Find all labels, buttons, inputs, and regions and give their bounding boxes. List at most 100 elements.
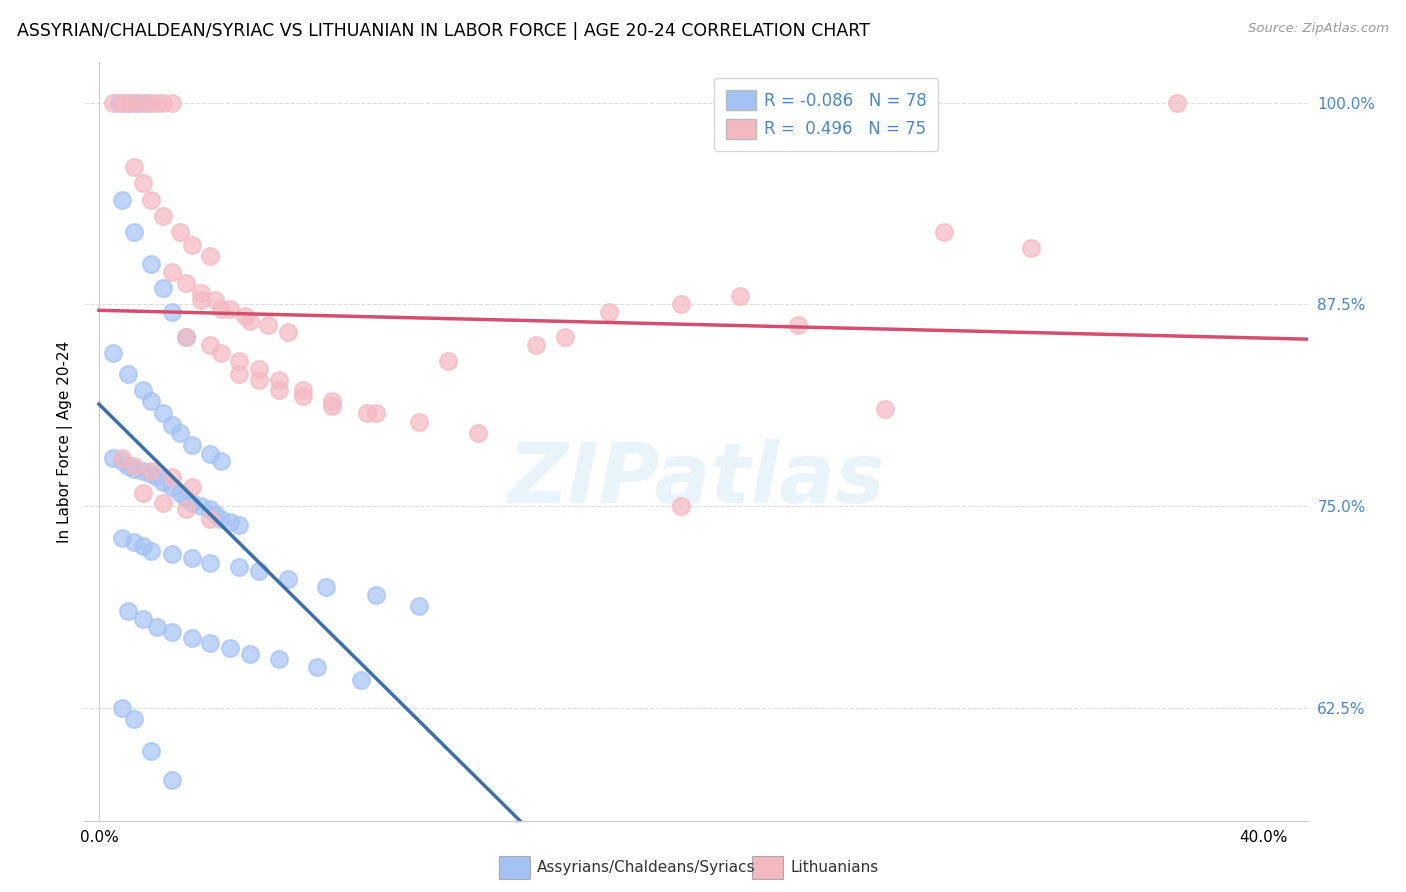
Point — [152, 475, 174, 489]
Point — [152, 405, 174, 419]
Point — [198, 636, 221, 650]
Text: ASSYRIAN/CHALDEAN/SYRIAC VS LITHUANIAN IN LABOR FORCE | AGE 20-24 CORRELATION CH: ASSYRIAN/CHALDEAN/SYRIAC VS LITHUANIAN I… — [17, 22, 870, 40]
Point — [247, 373, 270, 387]
Point — [135, 95, 157, 110]
Point — [111, 700, 134, 714]
Point — [277, 572, 299, 586]
Point — [181, 632, 204, 646]
Point — [111, 450, 134, 465]
Text: Assyrians/Chaldeans/Syriacs: Assyrians/Chaldeans/Syriacs — [537, 861, 755, 875]
Point — [131, 612, 153, 626]
Point — [174, 277, 197, 291]
Point — [198, 502, 221, 516]
Point — [181, 237, 204, 252]
Point — [364, 588, 387, 602]
Point — [219, 640, 242, 655]
Point — [671, 297, 693, 311]
Point — [146, 620, 169, 634]
Point — [122, 95, 145, 110]
Text: ZIPatlas: ZIPatlas — [508, 439, 884, 520]
Point — [209, 302, 232, 317]
Point — [103, 450, 125, 465]
Point — [932, 225, 955, 239]
Y-axis label: In Labor Force | Age 20-24: In Labor Force | Age 20-24 — [58, 341, 73, 542]
Point — [152, 95, 174, 110]
Point — [131, 464, 153, 478]
Point — [160, 548, 183, 562]
Point — [141, 257, 163, 271]
Point — [117, 367, 139, 381]
Point — [437, 354, 460, 368]
Point — [247, 362, 270, 376]
Point — [321, 394, 343, 409]
Point — [152, 281, 174, 295]
Point — [181, 480, 204, 494]
Point — [228, 367, 250, 381]
Point — [160, 265, 183, 279]
Point — [108, 95, 131, 110]
Point — [122, 534, 145, 549]
Point — [269, 652, 291, 666]
Point — [190, 293, 212, 307]
Point — [239, 648, 262, 662]
Point — [122, 161, 145, 175]
Point — [160, 773, 183, 788]
Point — [875, 402, 897, 417]
Point — [467, 426, 489, 441]
Point — [111, 95, 134, 110]
Point — [728, 289, 751, 303]
Point — [122, 462, 145, 476]
Point — [671, 499, 693, 513]
Point — [1166, 95, 1188, 110]
Point — [174, 329, 197, 343]
Point — [356, 405, 378, 419]
Point — [315, 580, 337, 594]
Point — [125, 95, 148, 110]
Point — [190, 499, 212, 513]
Point — [307, 660, 329, 674]
Point — [269, 383, 291, 397]
Point — [209, 346, 232, 360]
Point — [152, 209, 174, 223]
Point — [111, 532, 134, 546]
Point — [209, 454, 232, 468]
Point — [160, 480, 183, 494]
Point — [204, 293, 226, 307]
Point — [160, 624, 183, 639]
Point — [787, 318, 810, 333]
Point — [141, 394, 163, 409]
Point — [181, 550, 204, 565]
Point — [146, 470, 169, 484]
Point — [198, 447, 221, 461]
Point — [554, 329, 576, 343]
Point — [209, 512, 232, 526]
Point — [111, 193, 134, 207]
Point — [291, 389, 314, 403]
Point — [257, 318, 280, 333]
Point — [103, 95, 125, 110]
Point — [117, 95, 139, 110]
Point — [247, 564, 270, 578]
Point — [198, 512, 221, 526]
Point — [146, 95, 169, 110]
Point — [228, 518, 250, 533]
Point — [141, 467, 163, 481]
Point — [219, 302, 242, 317]
Point — [408, 415, 430, 429]
Point — [204, 507, 226, 521]
Point — [103, 346, 125, 360]
Point — [131, 177, 153, 191]
Point — [117, 95, 139, 110]
Text: Lithuanians: Lithuanians — [790, 861, 879, 875]
Point — [160, 95, 183, 110]
Point — [122, 458, 145, 473]
Point — [131, 486, 153, 500]
Point — [131, 95, 153, 110]
Point — [160, 418, 183, 433]
Point — [198, 249, 221, 263]
Point — [1019, 241, 1042, 255]
Point — [190, 286, 212, 301]
Point — [174, 491, 197, 505]
Point — [169, 426, 191, 441]
Point — [219, 515, 242, 529]
